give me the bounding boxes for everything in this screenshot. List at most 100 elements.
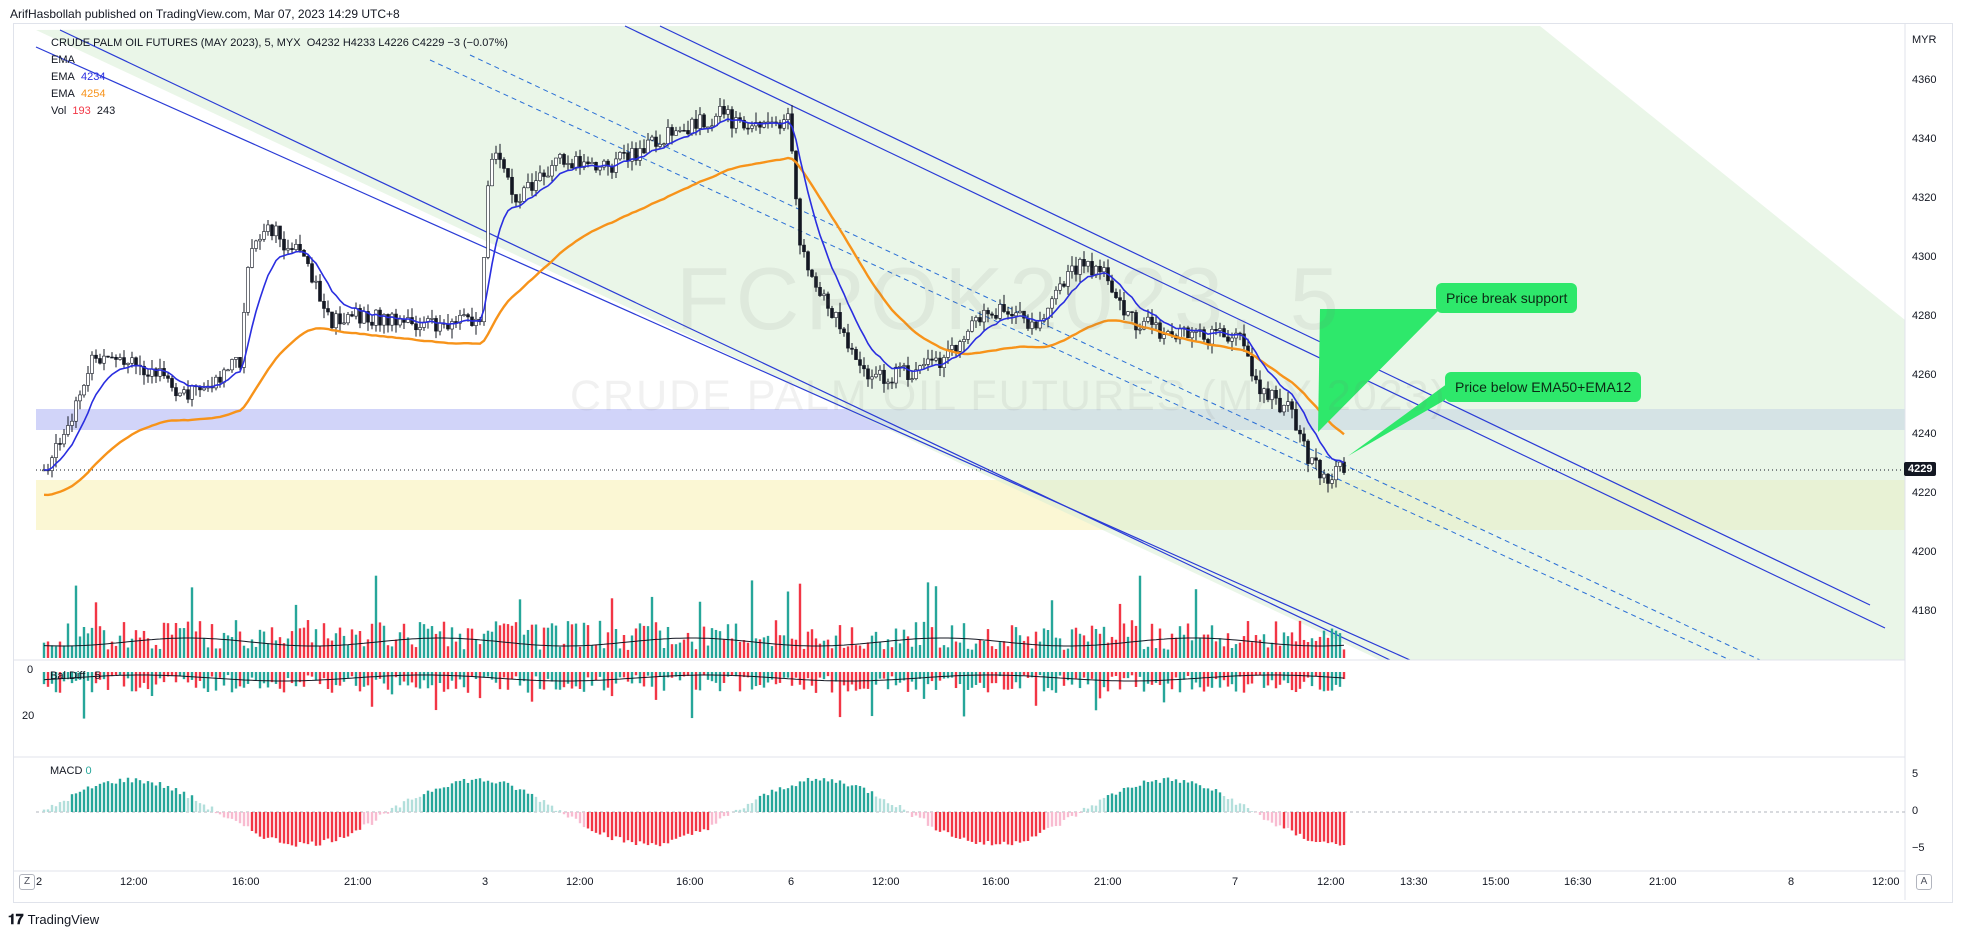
volume-bar [774,620,778,658]
macd-bar [894,807,898,812]
annotation-price-break-support[interactable]: Price break support [1436,283,1578,313]
volume-bar [418,622,422,658]
candle-body [542,172,546,177]
volume-bar [1162,648,1166,658]
baldiff-bar [1326,672,1330,691]
macd-bar [1018,812,1022,843]
macd-bar [470,779,474,812]
macd-bar [722,812,726,817]
macd-bar [134,778,138,812]
candle-body [398,318,402,326]
macd-bar [838,780,842,812]
candle-body [810,269,814,277]
candle-body [166,375,170,379]
macd-bar [690,812,694,835]
macd-bar [762,793,766,812]
macd-bar [398,807,402,812]
baldiff-bar [366,672,370,686]
macd-bar [86,786,90,812]
candle-body [250,248,254,268]
annotation-price-below-ema[interactable]: Price below EMA50+EMA12 [1445,372,1642,402]
macd-bar [206,809,210,812]
volume-bar [210,624,214,658]
volume-bar [978,639,982,658]
macd-bar [1002,812,1006,842]
baldiff-bar [170,672,174,676]
macd-bar [230,812,234,819]
legend-title-row[interactable]: CRUDE PALM OIL FUTURES (MAY 2023), 5, MY… [51,35,508,52]
candle-body [802,244,806,253]
baldiff-bar [634,672,638,676]
baldiff-bar [1298,672,1302,689]
baldiff-bar [1242,672,1246,693]
candle-body [730,109,734,129]
legend-vol-row[interactable]: Vol 193 243 [51,103,508,120]
volume-bar [330,640,334,658]
volume-bar [182,628,186,658]
volume-bar [470,628,474,658]
macd-bar [118,778,122,812]
baldiff-bar [1302,672,1306,682]
chart-frame[interactable] [13,23,1953,903]
macd-bar [446,787,450,812]
candle-body [458,315,462,324]
baldiff-bar [478,672,482,699]
baldiff-bar [354,672,358,686]
macd-bar [1234,804,1238,812]
candle-body [218,376,222,383]
macd-bar [1278,812,1282,826]
baldiff-bar [434,672,438,711]
macd-bar [1146,781,1150,812]
volume-bar [1322,630,1326,658]
auto-scale-button[interactable]: A [1916,874,1932,890]
candle-body [574,156,578,169]
volume-bar [670,644,674,658]
candle-body [1250,355,1254,377]
candle-body [858,359,862,366]
volume-bar [898,643,902,658]
baldiff-bar [218,672,222,678]
macd-bar [978,812,982,843]
macd-bar [266,812,270,838]
volume-bar [766,635,770,658]
baldiff-bar [1078,672,1082,689]
macd-bar [1286,812,1290,828]
candle-body [1018,310,1022,314]
volume-bar [834,635,838,658]
baldiff-bar [1062,672,1066,686]
footer-brand[interactable]: TradingView [27,912,100,927]
candle-body [550,165,554,177]
volume-bar [1318,636,1322,658]
baldiff-ma-line [43,674,1345,682]
tradingview-logo-icon[interactable]: 𝟏𝟕 [8,911,24,927]
macd-bar [946,812,950,833]
baldiff-bar [566,672,570,684]
baldiff-bar [250,672,254,678]
volume-bar [266,643,270,658]
baldiff-bar [1238,672,1242,677]
baldiff-bar [146,672,150,690]
price-tick: 4240 [1912,428,1937,440]
macd-bar [274,812,278,839]
volume-bar [238,631,242,658]
macd-bar [94,786,98,812]
macd-bar [914,812,918,816]
candle-body [674,130,678,136]
volume-bar [1222,646,1226,658]
legend-ema1-row[interactable]: EMA [51,52,508,69]
baldiff-bar [454,672,458,689]
macd-bar [806,777,810,812]
volume-bar [982,640,986,658]
candle-body [598,166,602,171]
volume-bar [1054,637,1058,658]
legend-ema3-row[interactable]: EMA 4254 [51,86,508,103]
macd-bar [58,802,62,812]
legend-ema2-row[interactable]: EMA 4234 [51,69,508,86]
candle-body [226,369,230,372]
baldiff-value: 5 [94,670,101,682]
candle-body [1298,429,1302,435]
baldiff-bar [1250,672,1254,684]
zoom-button[interactable]: Z [19,874,35,890]
volume-bar [1194,589,1198,658]
